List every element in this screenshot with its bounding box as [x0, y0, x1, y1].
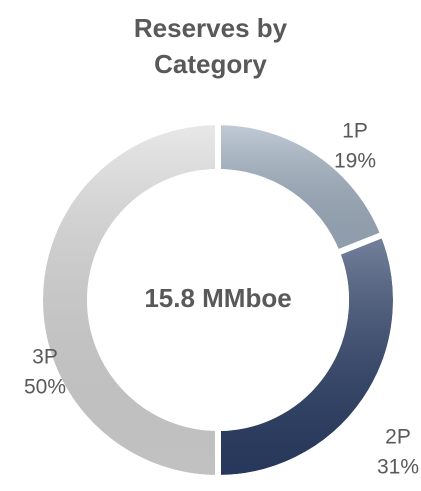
slice-shade [37, 118, 221, 482]
chart-title-box: Reserves by Category [0, 10, 421, 82]
slice-category: 1P [342, 120, 368, 143]
slice-value-label: 50% [24, 376, 66, 399]
slice-category: 2P [385, 426, 411, 449]
slice-category: 3P [32, 346, 58, 369]
slice-value-label: 19% [334, 150, 376, 173]
slice-shade [215, 230, 399, 482]
chart-title: Reserves by Category [133, 13, 288, 79]
center-label: 15.8 MMboe [144, 283, 291, 313]
slice-value-label: 31% [377, 456, 419, 479]
